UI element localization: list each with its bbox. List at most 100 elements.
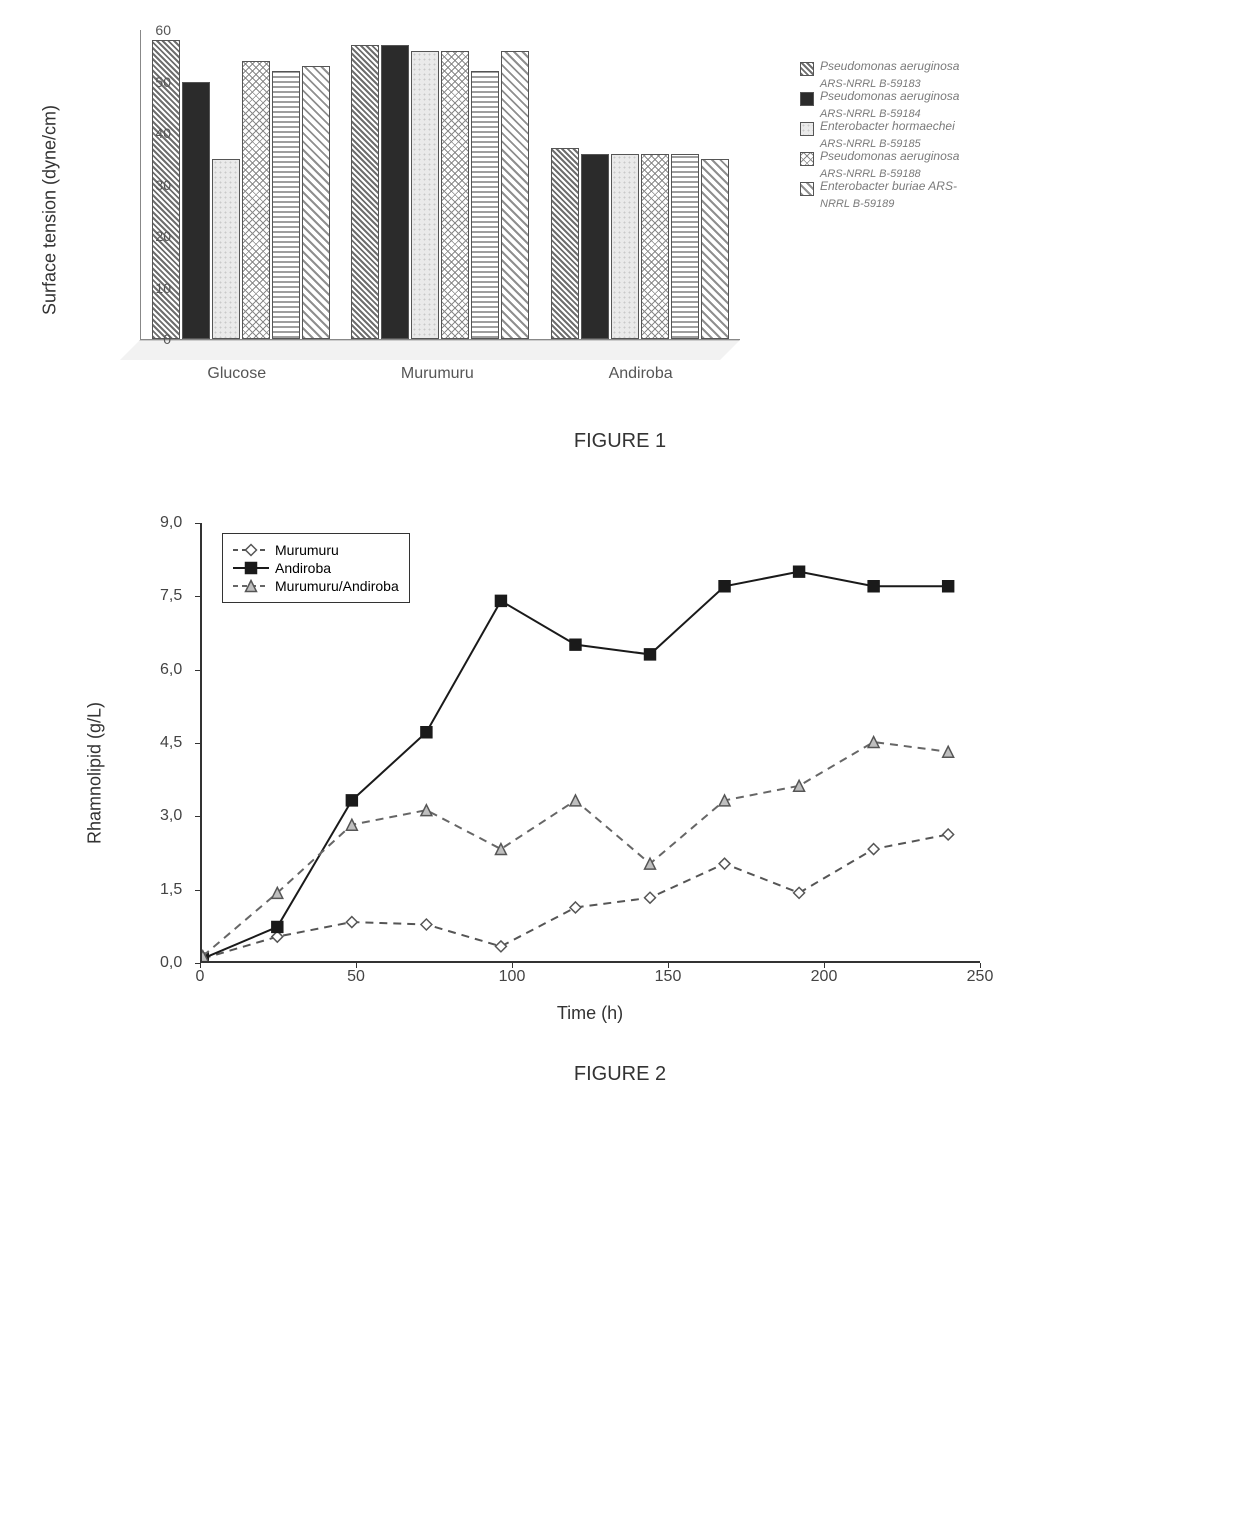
figure-2-x-tick-mark — [824, 963, 825, 968]
figure-1-bar — [701, 159, 729, 339]
figure-2-legend-swatch — [233, 543, 269, 557]
figure-1-legend-swatch — [800, 182, 814, 196]
figure-2-y-tick-mark — [195, 596, 200, 597]
figure-2-y-tick: 7,5 — [160, 587, 182, 605]
figure-1-y-tick: 50 — [135, 74, 171, 90]
figure-2-y-tick-mark — [195, 523, 200, 524]
figure-1-bar — [581, 154, 609, 339]
figure-2-x-tick: 200 — [811, 968, 838, 986]
figure-1-bar — [471, 71, 499, 339]
figure-2-marker — [645, 649, 656, 660]
figure-2-x-tick: 0 — [196, 968, 205, 986]
figure-1-bar — [212, 159, 240, 339]
figure-2-marker — [570, 902, 581, 913]
figure-1-legend-sublabel: NRRL B-59189 — [800, 198, 1060, 210]
figure-2-marker — [570, 795, 581, 806]
figure-2-marker — [719, 858, 730, 869]
figure-2-marker — [272, 921, 283, 932]
figure-2: Rhamnolipid (g/L) MurumuruAndirobaMurumu… — [40, 513, 1200, 1086]
figure-2-series-line — [203, 572, 948, 959]
figure-1-legend: Pseudomonas aeruginosaARS-NRRL B-59183Ps… — [800, 60, 1060, 210]
figure-2-caption: FIGURE 2 — [40, 1063, 1200, 1086]
figure-2-chart-area: Rhamnolipid (g/L) MurumuruAndirobaMurumu… — [140, 513, 1040, 1033]
figure-1-x-label: Andiroba — [609, 365, 673, 383]
figure-2-x-axis-label: Time (h) — [557, 1003, 623, 1024]
figure-2-y-tick-mark — [195, 743, 200, 744]
figure-1-bar — [381, 45, 409, 339]
figure-2-marker — [943, 581, 954, 592]
figure-1-legend-item: Enterobacter buriae ARS- — [800, 180, 1060, 196]
figure-1-legend-swatch — [800, 92, 814, 106]
figure-2-x-tick-mark — [980, 963, 981, 968]
figure-2-marker — [794, 566, 805, 577]
figure-2-marker — [868, 844, 879, 855]
figure-1-bar — [242, 61, 270, 339]
figure-1-chart-area: Surface tension (dyne/cm) 0102030405060 … — [100, 20, 1200, 400]
figure-1: Surface tension (dyne/cm) 0102030405060 … — [40, 20, 1200, 453]
figure-1-bar — [302, 66, 330, 339]
figure-2-x-tick-mark — [356, 963, 357, 968]
figure-2-marker — [794, 887, 805, 898]
figure-2-plot: Murumuru Andiroba Murumuru/Andiroba — [200, 523, 980, 963]
figure-2-x-tick-mark — [200, 963, 201, 968]
figure-2-x-tick: 50 — [347, 968, 365, 986]
figure-2-marker — [495, 595, 506, 606]
figure-2-marker — [421, 727, 432, 738]
figure-1-floor — [120, 340, 740, 360]
figure-1-plot: 0102030405060 — [140, 30, 740, 340]
figure-1-bar-group — [551, 148, 729, 339]
figure-1-y-tick: 40 — [135, 125, 171, 141]
figure-2-y-tick: 4,5 — [160, 734, 182, 752]
figure-1-bar-groups — [141, 30, 740, 339]
figure-2-legend-label: Andiroba — [275, 560, 331, 576]
figure-1-y-tick: 0 — [135, 331, 171, 347]
figure-1-legend-label: Enterobacter hormaechei — [820, 120, 1060, 136]
figure-1-y-axis-label: Surface tension (dyne/cm) — [40, 105, 61, 315]
figure-2-series-line — [203, 834, 948, 958]
figure-2-x-tick-mark — [668, 963, 669, 968]
figure-2-y-tick-mark — [195, 670, 200, 671]
figure-2-legend-swatch — [233, 561, 269, 575]
figure-2-y-tick-mark — [195, 816, 200, 817]
figure-1-bar — [182, 82, 210, 340]
figure-2-legend-item: Murumuru/Andiroba — [233, 578, 399, 594]
figure-1-plot-region: Surface tension (dyne/cm) 0102030405060 … — [100, 20, 780, 400]
figure-2-y-tick: 0,0 — [160, 954, 182, 972]
figure-2-marker — [645, 892, 656, 903]
figure-2-marker — [495, 941, 506, 952]
figure-2-legend-label: Murumuru/Andiroba — [275, 578, 399, 594]
figure-1-bar — [501, 51, 529, 339]
figure-2-marker — [719, 581, 730, 592]
figure-2-marker — [495, 844, 506, 855]
figure-2-legend-item: Andiroba — [233, 560, 399, 576]
figure-2-marker — [346, 917, 357, 928]
figure-2-y-tick-mark — [195, 890, 200, 891]
figure-2-x-tick-mark — [512, 963, 513, 968]
figure-1-y-tick: 30 — [135, 177, 171, 193]
figure-1-x-labels: GlucoseMurumuruAndiroba — [140, 365, 740, 383]
figure-2-legend-item: Murumuru — [233, 542, 399, 558]
figure-2-y-axis-label: Rhamnolipid (g/L) — [85, 702, 106, 844]
figure-1-legend-item: Pseudomonas aeruginosa — [800, 60, 1060, 76]
figure-1-y-tick: 60 — [135, 22, 171, 38]
figure-2-marker — [943, 829, 954, 840]
figure-1-legend-label: Enterobacter buriae ARS- — [820, 180, 1060, 196]
figure-2-y-tick: 6,0 — [160, 661, 182, 679]
figure-2-series-line — [203, 742, 948, 956]
figure-1-y-tick: 10 — [135, 280, 171, 296]
figure-1-legend-swatch — [800, 122, 814, 136]
figure-1-bar — [641, 154, 669, 339]
figure-2-marker — [346, 795, 357, 806]
figure-2-y-tick: 3,0 — [160, 807, 182, 825]
figure-2-legend-label: Murumuru — [275, 542, 339, 558]
figure-2-marker — [868, 581, 879, 592]
figure-1-bar — [272, 71, 300, 339]
figure-1-legend-swatch — [800, 152, 814, 166]
figure-1-caption: FIGURE 1 — [40, 430, 1200, 453]
figure-2-marker — [943, 746, 954, 757]
figure-1-bar — [611, 154, 639, 339]
figure-1-x-label: Glucose — [207, 365, 266, 383]
figure-1-legend-label: Pseudomonas aeruginosa — [820, 90, 1060, 106]
figure-1-legend-item: Pseudomonas aeruginosa — [800, 150, 1060, 166]
figure-1-legend-label: Pseudomonas aeruginosa — [820, 150, 1060, 166]
